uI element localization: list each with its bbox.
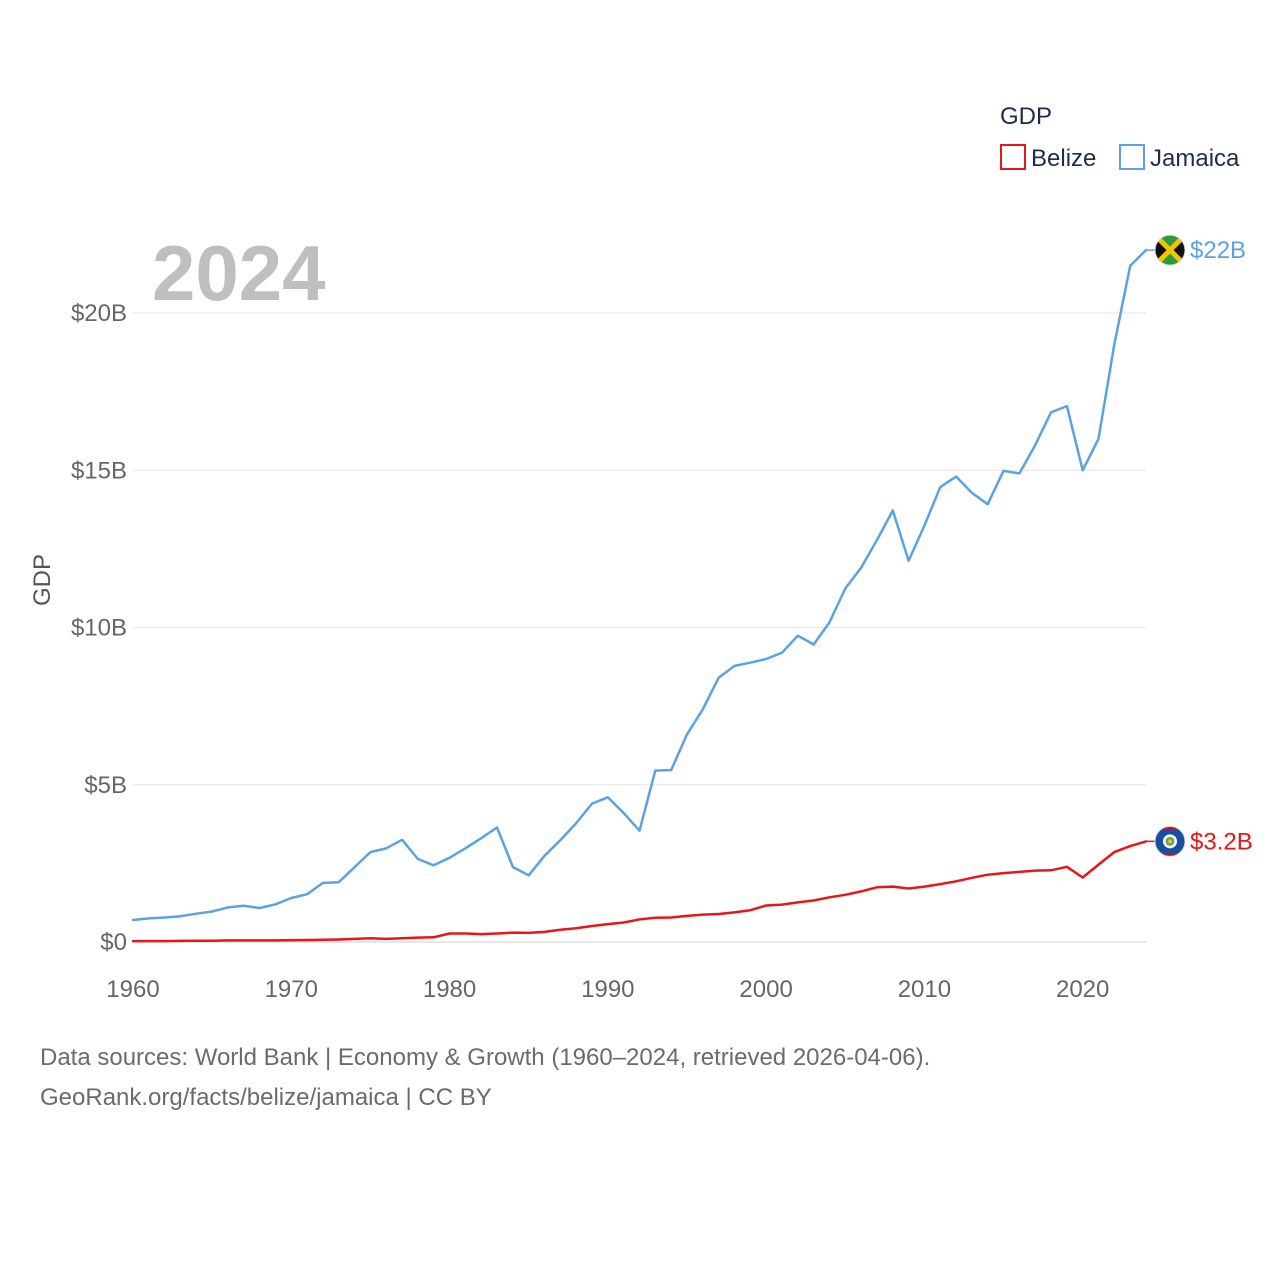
legend-label-belize: Belize — [1031, 145, 1096, 172]
legend: GDP Belize Jamaica — [1000, 103, 1240, 172]
legend-swatch-jamaica — [1119, 144, 1145, 170]
legend-swatch-belize — [1000, 144, 1026, 170]
x-tick-label: 2010 — [898, 976, 951, 1003]
y-tick-label: $15B — [71, 457, 127, 484]
end-marker-belize — [1154, 825, 1186, 857]
series-line-jamaica — [131, 248, 1148, 922]
x-tick-label: 1980 — [423, 976, 476, 1003]
data-sources-text: Data sources: World Bank | Economy & Gro… — [40, 1044, 931, 1071]
x-tick-label: 1960 — [106, 976, 159, 1003]
series-line-belize — [131, 840, 1148, 943]
legend-label-jamaica: Jamaica — [1150, 145, 1240, 172]
attribution-link[interactable]: GeoRank.org/facts/belize/jamaica | CC BY — [40, 1084, 492, 1111]
end-value-label-belize: $3.2B — [1190, 828, 1253, 855]
y-axis-label: GDP — [29, 554, 56, 606]
x-tick-label: 1970 — [265, 976, 318, 1003]
year-label: 2024 — [152, 229, 326, 317]
y-tick-label: $5B — [84, 772, 127, 799]
end-marker-jamaica — [1154, 234, 1186, 266]
jamaica-flag-icon — [1154, 234, 1186, 266]
legend-title: GDP — [1000, 103, 1052, 130]
x-tick-label: 1990 — [581, 976, 634, 1003]
x-tick-label: 2000 — [739, 976, 792, 1003]
belize-flag-icon — [1154, 825, 1186, 857]
y-tick-label: $0 — [100, 929, 127, 956]
end-value-label-jamaica: $22B — [1190, 237, 1246, 264]
y-tick-label: $20B — [71, 300, 127, 327]
x-tick-label: 2020 — [1056, 976, 1109, 1003]
y-tick-label: $10B — [71, 615, 127, 642]
